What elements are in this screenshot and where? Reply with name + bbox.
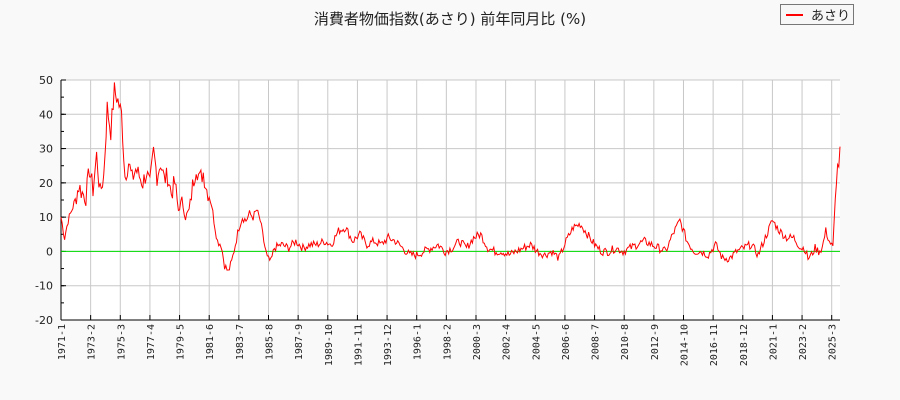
y-tick-label: 40 [39,108,53,121]
x-tick-label: 1979-5 [176,324,187,360]
y-tick-label: 30 [39,143,53,156]
plot-area [61,80,840,320]
y-tick-label: 20 [39,177,53,190]
x-tick-label: 1989-10 [324,324,335,366]
y-tick-label: 0 [46,245,53,258]
x-tick-label: 1998-2 [442,324,453,360]
x-tick-label: 2025-3 [828,324,839,360]
legend: あさり [780,4,854,25]
x-tick-label: 2023-2 [798,324,809,360]
x-axis: 1971-1 1973-2 1975-3 1977-4 1979-5 1981-6 1983… [57,315,840,366]
x-tick-label: 1981-6 [205,324,216,360]
x-tick-label: 1993-12 [383,324,394,366]
y-tick-label: 10 [39,211,53,224]
x-tick-label: 2021-1 [768,324,779,360]
series-line-asari [60,82,841,271]
x-tick-label: 1985-8 [264,324,275,360]
y-tick-label: -20 [35,314,53,327]
x-tick-label: 2008-7 [591,324,602,360]
chart-title: 消費者物価指数(あさり) 前年同月比 (%) [313,10,587,28]
x-tick-label: 1977-4 [146,324,157,360]
x-tick-label: 2012-9 [650,324,661,360]
x-tick-label: 2010-8 [620,324,631,360]
legend-swatch [786,13,803,16]
x-tick-label: 2014-10 [679,324,690,366]
x-tick-label: 2004-5 [531,324,542,360]
x-tick-label: 1987-9 [294,324,305,360]
x-tick-label: 2006-6 [561,324,572,360]
legend-label: あさり [811,9,851,24]
x-tick-label: 2002-4 [502,324,513,360]
x-tick-label: 1996-1 [413,324,424,360]
x-tick-label: 1973-2 [87,324,98,360]
y-tick-label: -10 [35,280,53,293]
x-tick-label: 2000-3 [472,324,483,360]
x-tick-label: 2016-11 [709,324,720,366]
x-tick-label: 1971-1 [57,324,68,360]
y-axis: 50 40 30 20 10 0 -10 -20 [35,74,66,327]
x-tick-label: 1991-11 [353,324,364,366]
x-tick-label: 1975-3 [116,324,127,360]
x-tick-label: 1983-7 [235,324,246,360]
y-tick-label: 50 [39,74,53,87]
x-tick-label: 2018-12 [739,324,750,366]
